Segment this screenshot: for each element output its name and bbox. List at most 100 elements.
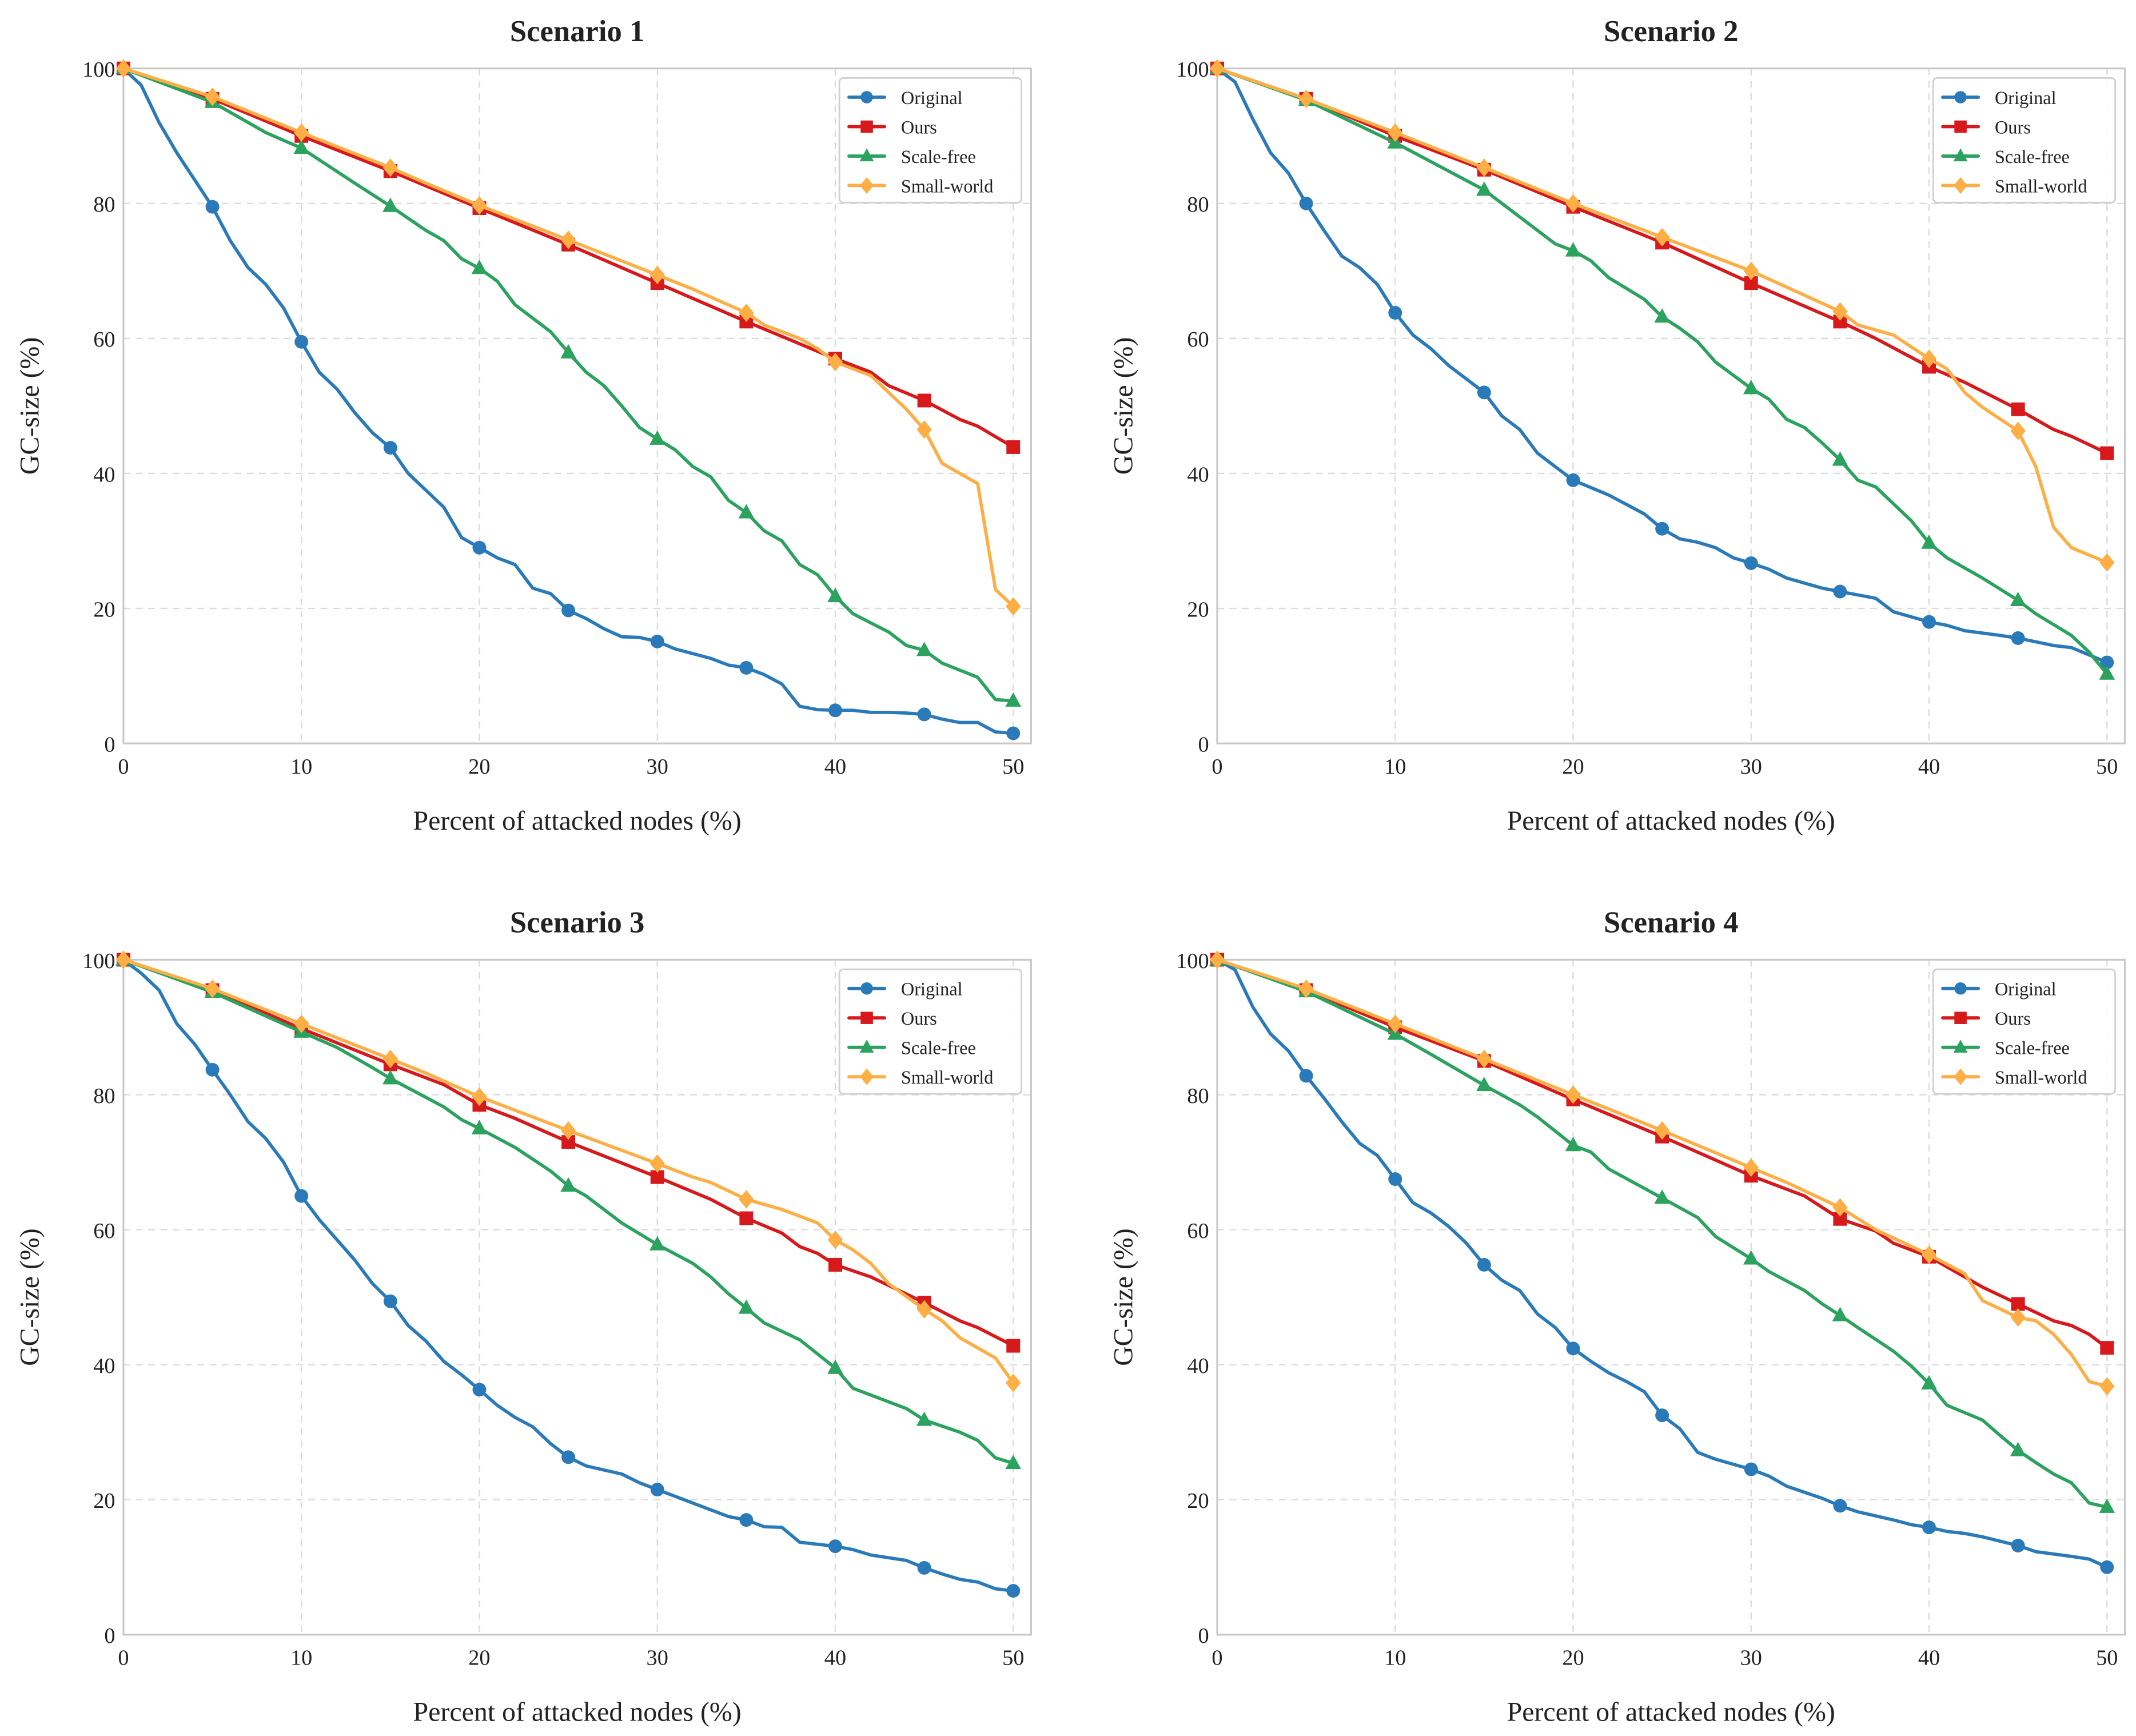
legend-item: Ours <box>847 1008 937 1029</box>
data-point <box>649 1236 665 1251</box>
subplot-4: 0 10 20 30 40 50 0 20 40 60 80 100 Scenario 4 Percent… <box>1109 906 2126 1727</box>
diamond-marker-icon <box>1954 1068 1967 1085</box>
data-point <box>2100 1341 2114 1355</box>
y-tick-label: 80 <box>93 193 115 217</box>
legend-label: Ours <box>901 117 937 137</box>
legend-item: Original <box>847 979 963 1000</box>
data-point <box>650 634 664 648</box>
data-point <box>1744 1462 1758 1476</box>
data-point <box>1744 556 1758 570</box>
legend-label: Scale-free <box>901 1038 976 1058</box>
data-point <box>827 1359 843 1374</box>
legend-box <box>838 968 1023 1095</box>
legend: Original Ours Scale-free Small-world <box>838 77 1023 204</box>
data-point <box>739 1211 754 1225</box>
data-point <box>916 642 932 656</box>
data-point <box>1833 1499 1847 1513</box>
data-point <box>2010 591 2026 607</box>
series-scale-free <box>1209 59 2115 680</box>
chart-title: Scenario 3 <box>510 906 644 939</box>
data-point <box>1006 440 1021 454</box>
data-point <box>916 420 932 439</box>
data-point <box>1477 1257 1491 1272</box>
data-point <box>382 1049 398 1069</box>
data-point <box>739 303 754 322</box>
data-point <box>1006 1373 1021 1392</box>
series-line <box>1217 67 2109 675</box>
data-point <box>827 587 843 602</box>
data-point <box>1832 1198 1848 1217</box>
legend-label: Small-world <box>901 176 994 196</box>
data-point <box>471 1120 488 1134</box>
data-point <box>1388 1172 1402 1186</box>
legend-label: Ours <box>1995 1008 2031 1029</box>
series-line <box>1217 958 2109 1349</box>
data-point <box>561 1135 576 1149</box>
x-tick-label: 50 <box>1002 1646 1024 1670</box>
data-point <box>827 353 843 372</box>
data-point <box>2100 446 2114 460</box>
data-point <box>1743 261 1759 280</box>
x-tick-label: 40 <box>824 1646 846 1670</box>
y-tick-label: 100 <box>82 949 115 973</box>
data-point <box>1743 1250 1759 1265</box>
y-tick-label: 80 <box>1187 1084 1209 1108</box>
data-point <box>382 158 398 177</box>
x-tick-label: 40 <box>1918 755 1940 779</box>
legend-label: Original <box>1995 87 2057 108</box>
data-point <box>1005 1455 1021 1470</box>
data-point <box>2010 1442 2026 1456</box>
circle-marker-icon <box>1954 982 1967 995</box>
x-tick-label: 20 <box>1562 755 1584 779</box>
x-tick-label: 50 <box>1002 755 1024 779</box>
x-axis-label: Percent of attacked nodes (%) <box>1507 806 1835 836</box>
x-axis-label: Percent of attacked nodes (%) <box>1507 1697 1835 1727</box>
data-point <box>828 1539 842 1554</box>
series-original <box>1210 953 2114 1574</box>
data-point <box>1476 1077 1492 1092</box>
data-point <box>383 1294 397 1308</box>
y-tick-label: 80 <box>1187 193 1209 217</box>
data-point <box>1565 1085 1581 1104</box>
data-point <box>472 1087 487 1106</box>
series-line <box>123 66 1015 608</box>
series-scale-free <box>115 951 1021 1470</box>
x-tick-label: 0 <box>1212 1646 1222 1670</box>
data-point <box>1654 1189 1670 1204</box>
triangle-marker-icon <box>1953 1040 1968 1053</box>
series-line <box>1217 958 2108 1388</box>
data-point <box>1388 306 1402 320</box>
data-point <box>382 197 398 212</box>
axes-frame <box>1216 958 2126 1636</box>
x-tick-label: 10 <box>290 755 312 779</box>
legend-item: Ours <box>1941 1008 2031 1029</box>
legend-box <box>838 77 1023 204</box>
x-tick-label: 30 <box>647 755 668 779</box>
data-point <box>205 87 220 106</box>
y-tick-label: 40 <box>93 1354 115 1378</box>
data-point <box>1832 302 1848 321</box>
data-point <box>1921 1245 1937 1264</box>
data-point <box>828 1257 842 1272</box>
data-point <box>738 1299 755 1314</box>
legend-label: Small-world <box>901 1067 994 1088</box>
x-tick-label: 10 <box>1384 1646 1406 1670</box>
y-tick-label: 100 <box>82 58 115 82</box>
data-point <box>1006 597 1021 616</box>
y-tick-label: 100 <box>1176 949 1209 973</box>
data-point <box>382 1070 398 1085</box>
data-point <box>471 260 488 274</box>
y-tick-label: 100 <box>1176 58 1209 82</box>
data-point <box>2100 655 2114 670</box>
x-tick-label: 40 <box>1918 1646 1940 1670</box>
data-point <box>383 441 397 455</box>
y-tick-label: 80 <box>93 1084 115 1108</box>
data-point <box>917 707 931 722</box>
data-point <box>1654 228 1670 246</box>
data-point <box>1006 1339 1021 1353</box>
y-tick-label: 0 <box>104 732 115 756</box>
x-tick-label: 10 <box>290 1646 312 1670</box>
data-point <box>1654 308 1670 323</box>
legend-label: Original <box>1995 979 2057 1000</box>
series-line <box>122 958 1014 1348</box>
